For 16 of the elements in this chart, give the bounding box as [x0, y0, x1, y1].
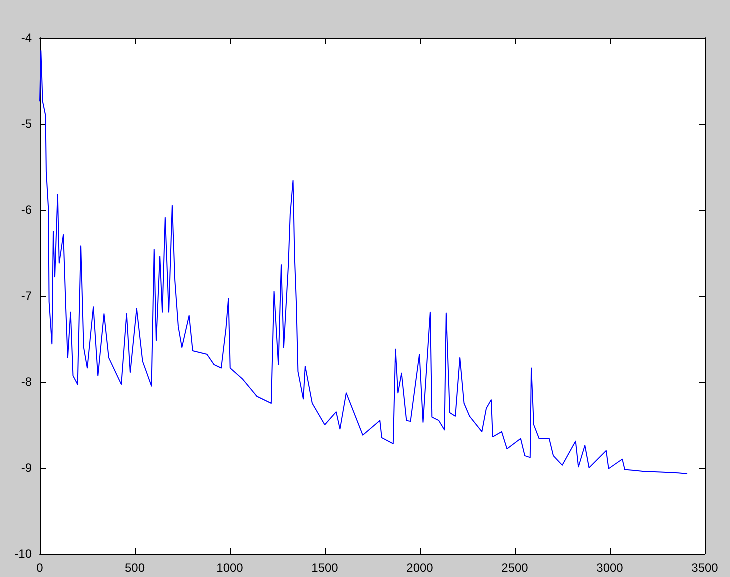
- y-tick-label: -5: [21, 117, 32, 131]
- x-tick-label: 500: [124, 561, 146, 575]
- x-tick-label: 2000: [406, 561, 434, 575]
- x-tick-label: 2500: [502, 561, 529, 575]
- y-tick-label: -4: [21, 31, 32, 45]
- y-tick-label: -6: [21, 203, 32, 217]
- y-tick-label: -8: [21, 375, 32, 389]
- y-tick-label: -7: [21, 289, 32, 303]
- x-tick-label: 0: [36, 561, 44, 575]
- x-tick-label: 3000: [596, 561, 624, 575]
- x-tick-label: 1000: [216, 561, 244, 575]
- x-tick-label: 1500: [312, 561, 339, 575]
- y-tick-label: -10: [14, 547, 32, 561]
- line-series: [40, 50, 688, 475]
- y-tick-label: -9: [21, 461, 32, 475]
- x-tick-label: 3500: [692, 561, 719, 575]
